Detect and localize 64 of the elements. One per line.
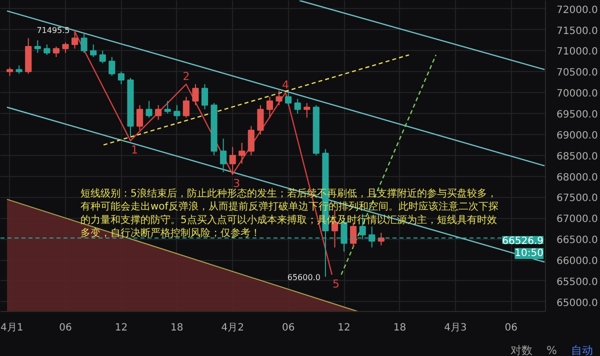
y-tick-label: 68000.0 bbox=[556, 172, 598, 184]
annotation: 71495.5 bbox=[36, 26, 70, 35]
candlestick bbox=[238, 142, 246, 164]
x-tick-label: 4月2 bbox=[221, 322, 244, 334]
y-tick-label: 70500.0 bbox=[556, 68, 598, 79]
candlestick bbox=[99, 50, 106, 64]
text: 对数 bbox=[510, 344, 533, 356]
candlestick bbox=[174, 104, 180, 120]
y-tick-label: 69500.0 bbox=[556, 110, 598, 121]
candlestick bbox=[285, 92, 292, 106]
candlestick bbox=[266, 96, 274, 118]
candlestick bbox=[71, 29, 78, 50]
candlestick bbox=[192, 84, 199, 106]
x-tick-label: 06 bbox=[504, 322, 518, 334]
candlestick bbox=[136, 104, 144, 131]
candlestick bbox=[80, 33, 88, 54]
text: % bbox=[546, 344, 557, 356]
y-tick-label: 71000.0 bbox=[556, 46, 598, 58]
y-tick-label: 72000.0 bbox=[556, 4, 598, 16]
candlestick bbox=[201, 84, 208, 110]
x-tick-label: 12 bbox=[114, 322, 128, 334]
candlestick bbox=[146, 100, 152, 118]
candlestick bbox=[248, 126, 254, 156]
y-tick-label: 68500.0 bbox=[556, 151, 598, 162]
candlestick bbox=[62, 42, 69, 54]
annotation: 65600.0 bbox=[287, 272, 320, 282]
y-tick-label: 69000.0 bbox=[556, 130, 598, 142]
candlestick bbox=[257, 104, 264, 135]
x-tick-label: 06 bbox=[282, 322, 295, 334]
candlestick bbox=[34, 40, 41, 54]
annotation: 3 bbox=[233, 177, 240, 190]
candlestick bbox=[220, 138, 227, 173]
candlestick bbox=[108, 56, 116, 76]
y-tick-label: 67000.0 bbox=[556, 214, 598, 226]
candlestick bbox=[276, 90, 282, 106]
x-tick-label: 4月3 bbox=[444, 322, 467, 334]
x-tick-label: 18 bbox=[393, 322, 406, 334]
x-tick-label: 12 bbox=[338, 322, 350, 334]
x-tick-label: 18 bbox=[170, 322, 184, 334]
candlestick bbox=[304, 102, 310, 118]
x-tick-label: 06 bbox=[59, 322, 72, 334]
candlestick bbox=[155, 104, 162, 120]
candlestick bbox=[44, 44, 50, 56]
y-tick-label: 66000.0 bbox=[556, 256, 598, 268]
y-tick-label: 66500.0 bbox=[556, 235, 598, 246]
y-tick-label: 70000.0 bbox=[556, 88, 598, 100]
candlestick bbox=[90, 44, 97, 58]
annotation: 2 bbox=[182, 70, 190, 84]
candlestick bbox=[229, 146, 236, 175]
annotation: 5 bbox=[332, 278, 340, 291]
text: 自动 bbox=[571, 344, 593, 356]
y-tick-label: 65000.0 bbox=[556, 298, 598, 309]
x-tick-label: 4月1 bbox=[0, 322, 24, 334]
y-tick-label: 65500.0 bbox=[556, 276, 598, 288]
annotation: 10:50 bbox=[514, 248, 544, 259]
y-tick-label: 67500.0 bbox=[556, 193, 598, 204]
candlestick bbox=[294, 98, 301, 114]
candlestick bbox=[52, 46, 60, 58]
candlestick bbox=[118, 71, 124, 85]
annotation: 4 bbox=[282, 78, 290, 92]
y-tick-label: 71500.0 bbox=[556, 26, 598, 37]
candlestick bbox=[164, 100, 171, 114]
annotation: 1 bbox=[130, 144, 138, 157]
candlestick bbox=[182, 96, 190, 118]
